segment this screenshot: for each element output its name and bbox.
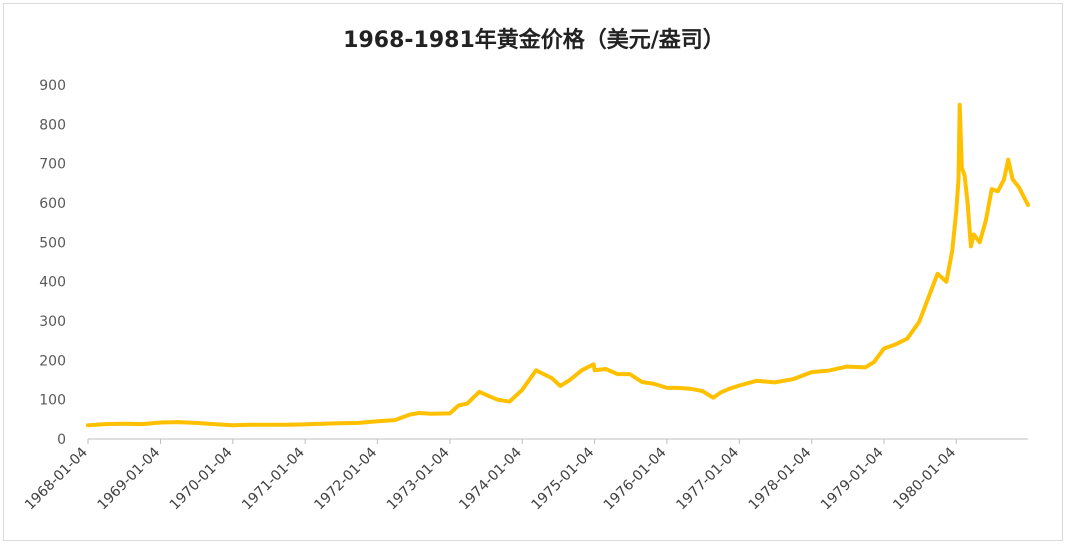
- y-tick-label: 600: [39, 196, 66, 212]
- x-tick-label: 1980-01-04: [890, 444, 959, 513]
- chart-title: 1968-1981年黄金价格（美元/盎司）: [343, 28, 725, 53]
- x-tick-label: 1969-01-04: [94, 444, 163, 513]
- x-tick-label: 1977-01-04: [673, 444, 742, 513]
- y-tick-label: 900: [39, 78, 66, 94]
- y-tick-label: 400: [39, 275, 66, 291]
- y-tick-label: 800: [39, 117, 66, 133]
- chart-frame: [3, 3, 1063, 541]
- y-tick-label: 700: [39, 157, 66, 173]
- x-tick-label: 1976-01-04: [601, 444, 670, 513]
- x-tick-label: 1975-01-04: [529, 444, 598, 513]
- y-tick-label: 0: [57, 432, 66, 448]
- y-tick-label: 200: [39, 353, 66, 369]
- y-tick-label: 300: [39, 314, 66, 330]
- x-tick-label: 1978-01-04: [746, 444, 815, 513]
- x-tick-label: 1971-01-04: [239, 444, 308, 513]
- x-tick-label: 1973-01-04: [384, 444, 453, 513]
- x-tick-label: 1970-01-04: [167, 444, 236, 513]
- gold-price-line: [86, 102, 1030, 428]
- x-tick-label: 1968-01-04: [22, 444, 91, 513]
- y-tick-label: 100: [39, 393, 66, 409]
- y-tick-label: 500: [39, 235, 66, 251]
- x-tick-label: 1974-01-04: [456, 444, 525, 513]
- x-tick-label: 1979-01-04: [818, 444, 887, 513]
- x-tick-label: 1972-01-04: [311, 444, 380, 513]
